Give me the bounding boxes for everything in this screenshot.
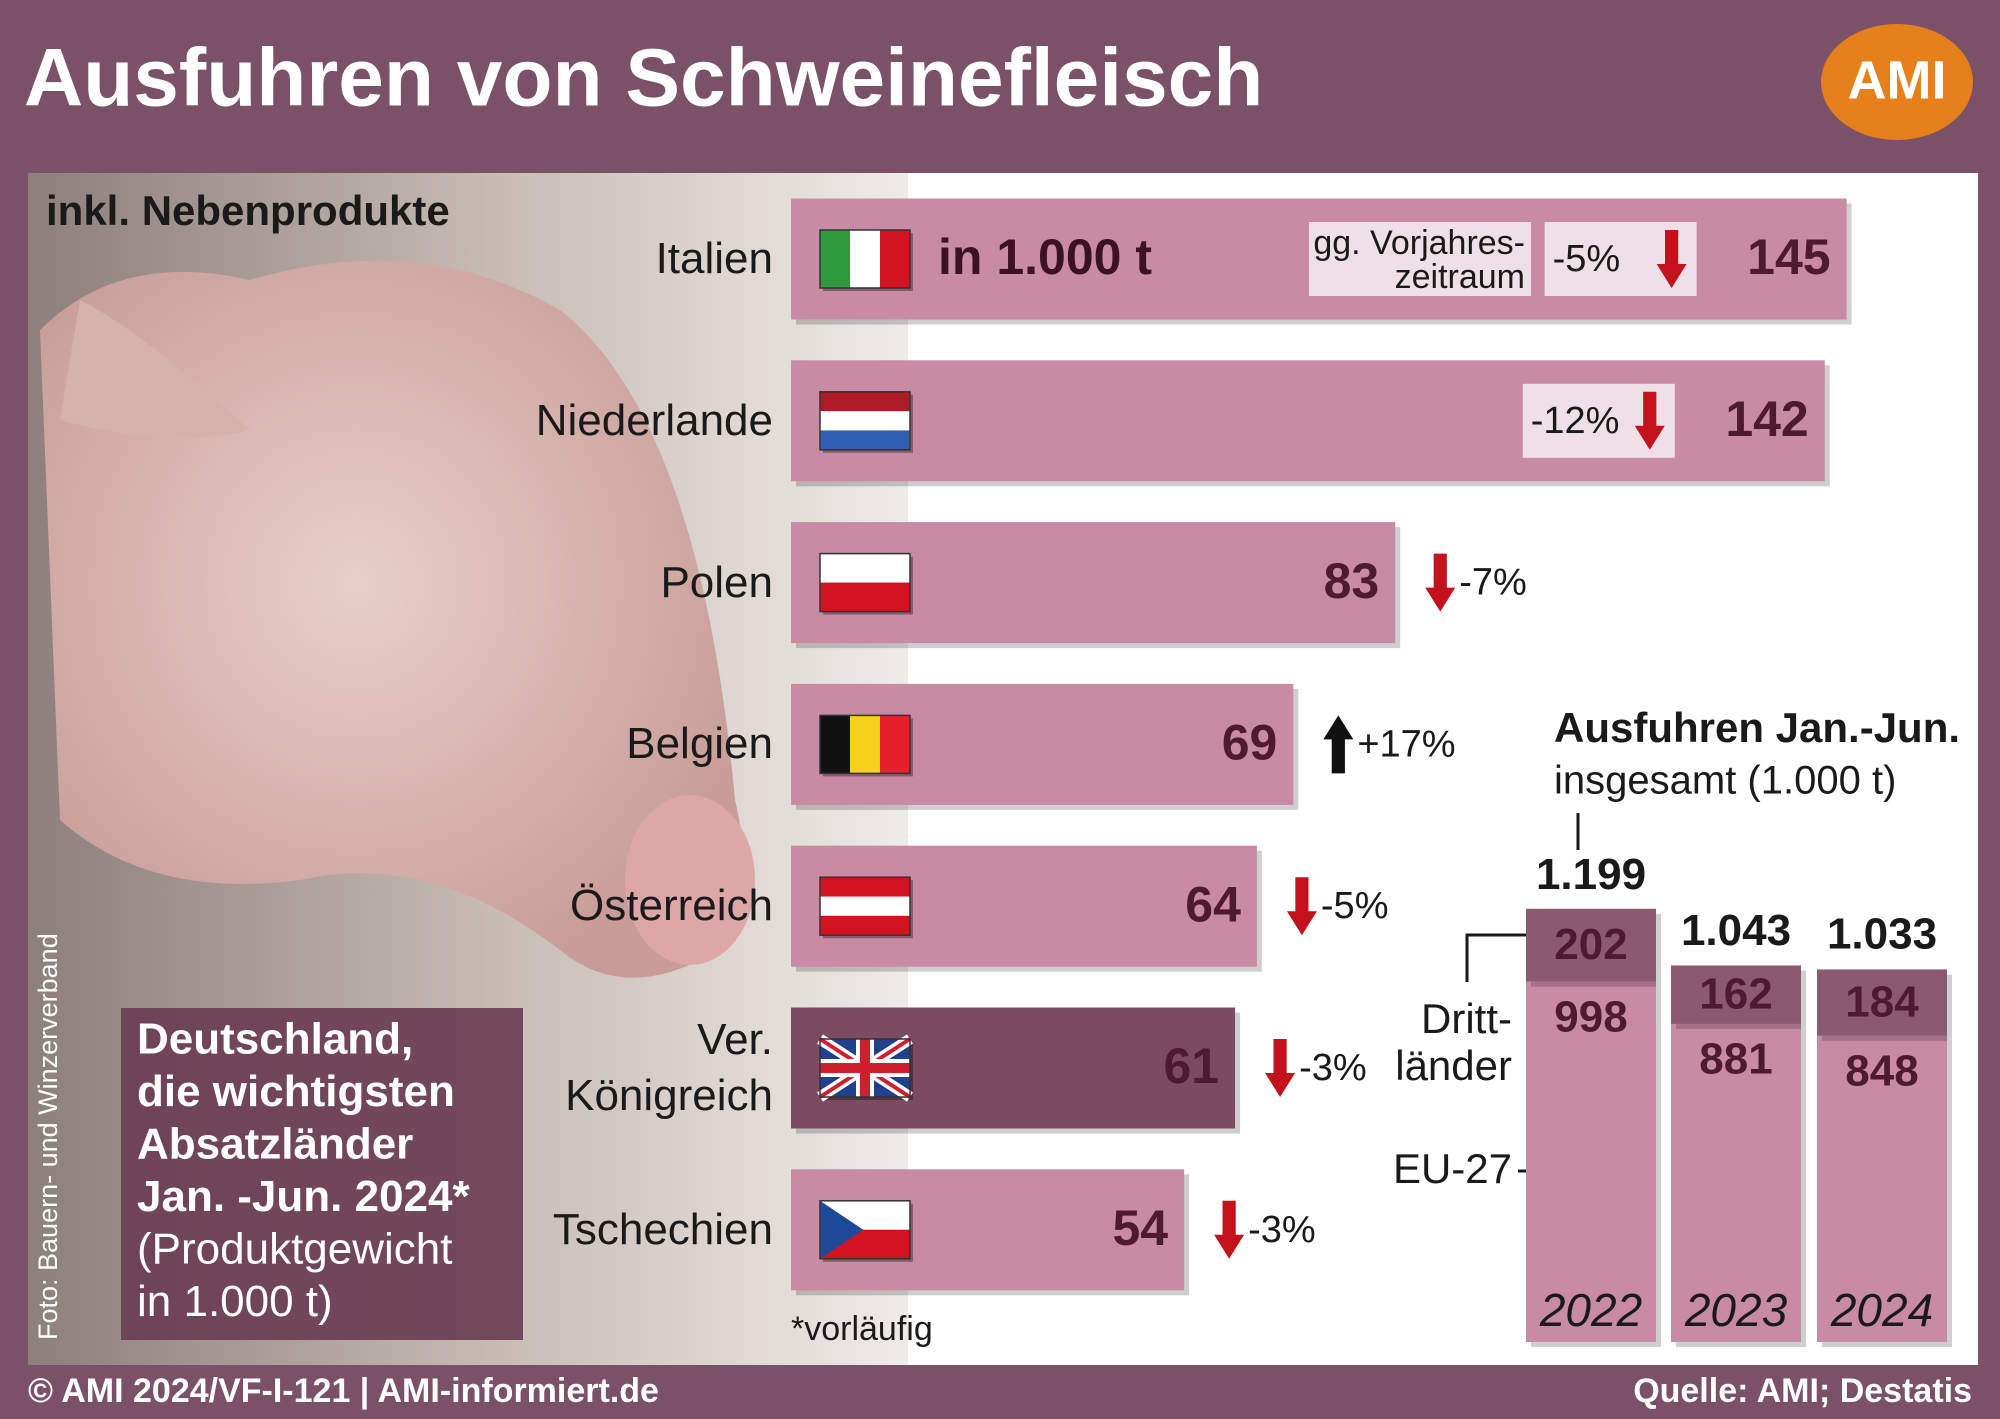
subtitle: inkl. Nebenprodukte bbox=[46, 187, 450, 234]
year-label: 2024 bbox=[1830, 1284, 1933, 1336]
stack-segment bbox=[1526, 908, 1656, 982]
segment-label: 881 bbox=[1699, 1035, 1772, 1084]
logo-badge bbox=[1821, 24, 1973, 140]
stack-segment bbox=[1817, 1035, 1947, 1342]
stack-segment bbox=[1671, 1023, 1801, 1342]
flag-border bbox=[819, 714, 911, 775]
flag-stripe bbox=[820, 553, 910, 583]
total-label: 1.043 bbox=[1681, 906, 1791, 955]
change-arrow bbox=[1656, 230, 1687, 288]
change-arrow bbox=[1286, 877, 1317, 936]
year-label: 2022 bbox=[1539, 1284, 1642, 1336]
flag-stripe bbox=[820, 430, 910, 450]
value-label: 142 bbox=[1725, 391, 1808, 447]
segment-label: 184 bbox=[1845, 977, 1919, 1026]
flag-triangle bbox=[820, 1200, 864, 1259]
note: *vorläufig bbox=[791, 1310, 933, 1348]
category-label: Ver. Königreich bbox=[565, 1015, 773, 1120]
stack-segment bbox=[1671, 965, 1801, 1024]
flag-stripe bbox=[820, 877, 910, 897]
value-label: 69 bbox=[1222, 715, 1278, 771]
flag-stripe bbox=[820, 715, 850, 774]
category-label: Österreich bbox=[570, 881, 773, 931]
description: Jan. -Jun. 2024* bbox=[137, 1172, 470, 1221]
category-label: Polen bbox=[660, 557, 773, 607]
info-box bbox=[121, 1008, 523, 1340]
description: die wichtigsten bbox=[137, 1067, 455, 1116]
flag-stripe bbox=[850, 230, 880, 288]
segment-label: 202 bbox=[1554, 920, 1627, 969]
flag-border bbox=[819, 391, 911, 451]
flag-stripe bbox=[820, 582, 910, 612]
photo-credit: Foto: Bauern- und Winzerverband bbox=[33, 933, 63, 1340]
series-label: Dritt-länder bbox=[1395, 995, 1512, 1089]
flag-stripe bbox=[880, 230, 910, 288]
value-label: 54 bbox=[1112, 1200, 1168, 1256]
leader-line bbox=[1465, 933, 1548, 982]
total-label: 1.033 bbox=[1827, 910, 1937, 959]
change-label: -12% bbox=[1531, 400, 1620, 442]
flag-stripe bbox=[880, 715, 910, 774]
change-caption: gg. Vorjahres- bbox=[1313, 224, 1525, 262]
change-arrow bbox=[1214, 1200, 1245, 1259]
total-label: 1.199 bbox=[1536, 850, 1646, 899]
category-label: Belgien bbox=[626, 719, 773, 769]
stack-subtitle: insgesamt (1.000 t) bbox=[1554, 759, 1896, 803]
pig-snout bbox=[625, 795, 755, 965]
change-caption: zeitraum bbox=[1395, 258, 1525, 296]
flag-stripe bbox=[820, 230, 850, 288]
change-label: -7% bbox=[1459, 562, 1527, 604]
value-label: 145 bbox=[1747, 229, 1830, 285]
change-arrow bbox=[1323, 715, 1354, 774]
pig-head bbox=[40, 260, 743, 978]
flag-border bbox=[819, 229, 911, 289]
category-label: Tschechien bbox=[552, 1204, 773, 1254]
logo: AMI bbox=[1848, 50, 1947, 110]
series-label: EU-27 bbox=[1392, 1145, 1512, 1192]
flag-border bbox=[819, 1200, 911, 1260]
value-label: 83 bbox=[1324, 553, 1380, 609]
change-label: +17% bbox=[1357, 723, 1455, 765]
value-label: 61 bbox=[1163, 1038, 1219, 1094]
stack-segment bbox=[1526, 981, 1656, 1342]
title: Ausfuhren von Schweinefleisch bbox=[24, 33, 1263, 124]
flag-border bbox=[819, 552, 911, 613]
flag-stripe bbox=[820, 391, 910, 412]
flag-stripe bbox=[820, 915, 910, 936]
unit-label: in 1.000 t bbox=[938, 229, 1152, 285]
stack-title: Ausfuhren Jan.-Jun. bbox=[1554, 704, 1960, 751]
stack-segment bbox=[1817, 969, 1947, 1036]
segment-label: 848 bbox=[1845, 1046, 1918, 1095]
category-label: Italien bbox=[655, 234, 773, 283]
year-label: 2023 bbox=[1684, 1284, 1788, 1336]
change-label: -5% bbox=[1553, 238, 1621, 280]
change-label: -5% bbox=[1321, 885, 1389, 927]
change-label: -3% bbox=[1299, 1047, 1367, 1089]
change-arrow bbox=[1265, 1039, 1296, 1097]
segment-label: 998 bbox=[1554, 992, 1627, 1041]
category-label: Niederlande bbox=[535, 395, 773, 445]
change-arrow bbox=[1425, 553, 1456, 612]
footer-right: Quelle: AMI; Destatis bbox=[1633, 1372, 1972, 1410]
description: in 1.000 t) bbox=[137, 1277, 333, 1326]
pig-ear bbox=[60, 300, 250, 438]
flag-stripe bbox=[820, 896, 910, 916]
flag-stripe bbox=[850, 715, 880, 774]
flag-border bbox=[819, 1038, 911, 1098]
footer-left: © AMI 2024/VF-I-121 | AMI-informiert.de bbox=[28, 1372, 659, 1410]
segment-label: 162 bbox=[1699, 969, 1772, 1018]
flag-stripe bbox=[820, 411, 910, 431]
change-label: -3% bbox=[1248, 1209, 1316, 1251]
description: Deutschland, bbox=[137, 1015, 413, 1064]
value-label: 64 bbox=[1185, 876, 1241, 932]
description: (Produktgewicht bbox=[137, 1225, 452, 1274]
flag-border bbox=[819, 876, 911, 936]
description: Absatzländer bbox=[137, 1120, 413, 1169]
caption-box bbox=[1309, 222, 1531, 296]
change-arrow bbox=[1634, 391, 1665, 450]
flag-cross bbox=[820, 1063, 910, 1073]
